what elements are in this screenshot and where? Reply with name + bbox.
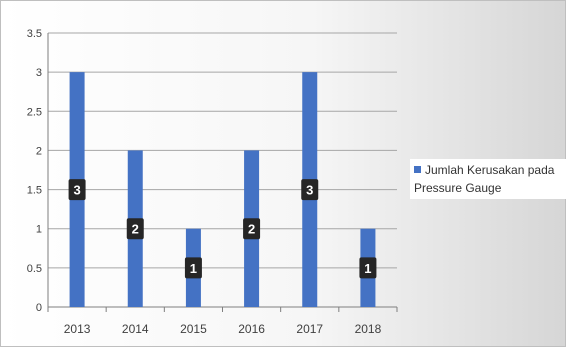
y-tick-label: 0	[36, 302, 42, 314]
legend-swatch	[414, 166, 421, 173]
data-label: 1	[364, 261, 371, 276]
data-label-box	[359, 257, 377, 279]
data-label: 3	[306, 183, 313, 198]
data-labels: 3 2 1 2 3 1	[68, 179, 377, 279]
y-tick-label: 0.5	[27, 263, 42, 275]
y-tick-label: 2	[36, 145, 42, 157]
legend-label: Jumlah Kerusakan pada Pressure Gauge	[414, 163, 555, 195]
y-tick-label: 1.5	[27, 185, 42, 197]
x-tick-label: 2016	[238, 322, 265, 336]
x-axis-ticks: 2013 2014 2015 2016 2017 2018	[47, 307, 398, 336]
legend: Jumlah Kerusakan pada Pressure Gauge	[410, 159, 566, 199]
y-tick-label: 3.5	[27, 28, 42, 40]
data-label-box	[184, 257, 202, 279]
x-tick-label: 2013	[64, 322, 91, 336]
y-tick-label: 1	[36, 224, 42, 236]
data-label-box	[68, 179, 86, 201]
y-tick-label: 3	[36, 67, 42, 79]
x-tick-label: 2018	[355, 322, 382, 336]
data-label: 2	[248, 222, 255, 237]
x-tick-label: 2015	[180, 322, 207, 336]
data-label-box	[301, 179, 319, 201]
x-tick-label: 2017	[296, 322, 323, 336]
y-axis-ticks: 0 0.5 1 1.5 2 2.5 3 3.5	[27, 28, 42, 314]
data-label-box	[126, 218, 144, 240]
data-label: 2	[132, 222, 139, 237]
data-label-box	[243, 218, 261, 240]
y-tick-label: 2.5	[27, 106, 42, 118]
data-label: 1	[190, 261, 197, 276]
gridlines	[47, 32, 397, 308]
data-label: 3	[73, 183, 80, 198]
x-tick-label: 2014	[122, 322, 149, 336]
